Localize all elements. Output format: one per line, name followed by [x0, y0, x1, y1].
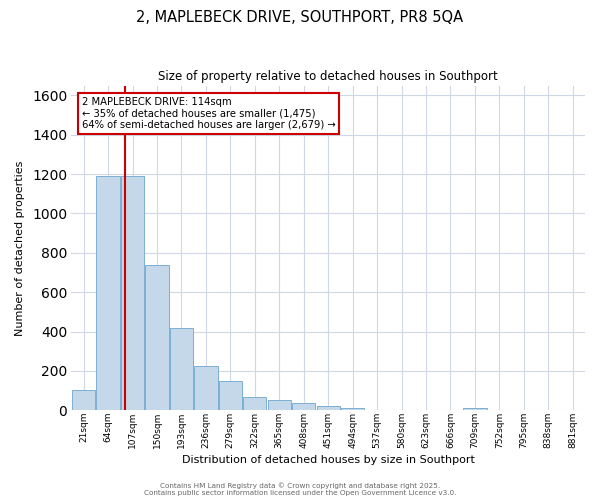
- X-axis label: Distribution of detached houses by size in Southport: Distribution of detached houses by size …: [182, 455, 475, 465]
- Text: Contains HM Land Registry data © Crown copyright and database right 2025.: Contains HM Land Registry data © Crown c…: [160, 482, 440, 489]
- Bar: [243, 396, 266, 410]
- Bar: [219, 381, 242, 410]
- Bar: [97, 176, 119, 410]
- Text: 2 MAPLEBECK DRIVE: 114sqm
← 35% of detached houses are smaller (1,475)
64% of se: 2 MAPLEBECK DRIVE: 114sqm ← 35% of detac…: [82, 97, 335, 130]
- Bar: [194, 366, 218, 410]
- Bar: [292, 403, 316, 410]
- Y-axis label: Number of detached properties: Number of detached properties: [15, 160, 25, 336]
- Bar: [170, 328, 193, 410]
- Bar: [72, 390, 95, 410]
- Bar: [341, 408, 364, 410]
- Text: Contains public sector information licensed under the Open Government Licence v3: Contains public sector information licen…: [144, 490, 456, 496]
- Text: 2, MAPLEBECK DRIVE, SOUTHPORT, PR8 5QA: 2, MAPLEBECK DRIVE, SOUTHPORT, PR8 5QA: [136, 10, 464, 25]
- Title: Size of property relative to detached houses in Southport: Size of property relative to detached ho…: [158, 70, 498, 83]
- Bar: [145, 264, 169, 410]
- Bar: [317, 406, 340, 410]
- Bar: [121, 176, 144, 410]
- Bar: [268, 400, 291, 410]
- Bar: [463, 408, 487, 410]
